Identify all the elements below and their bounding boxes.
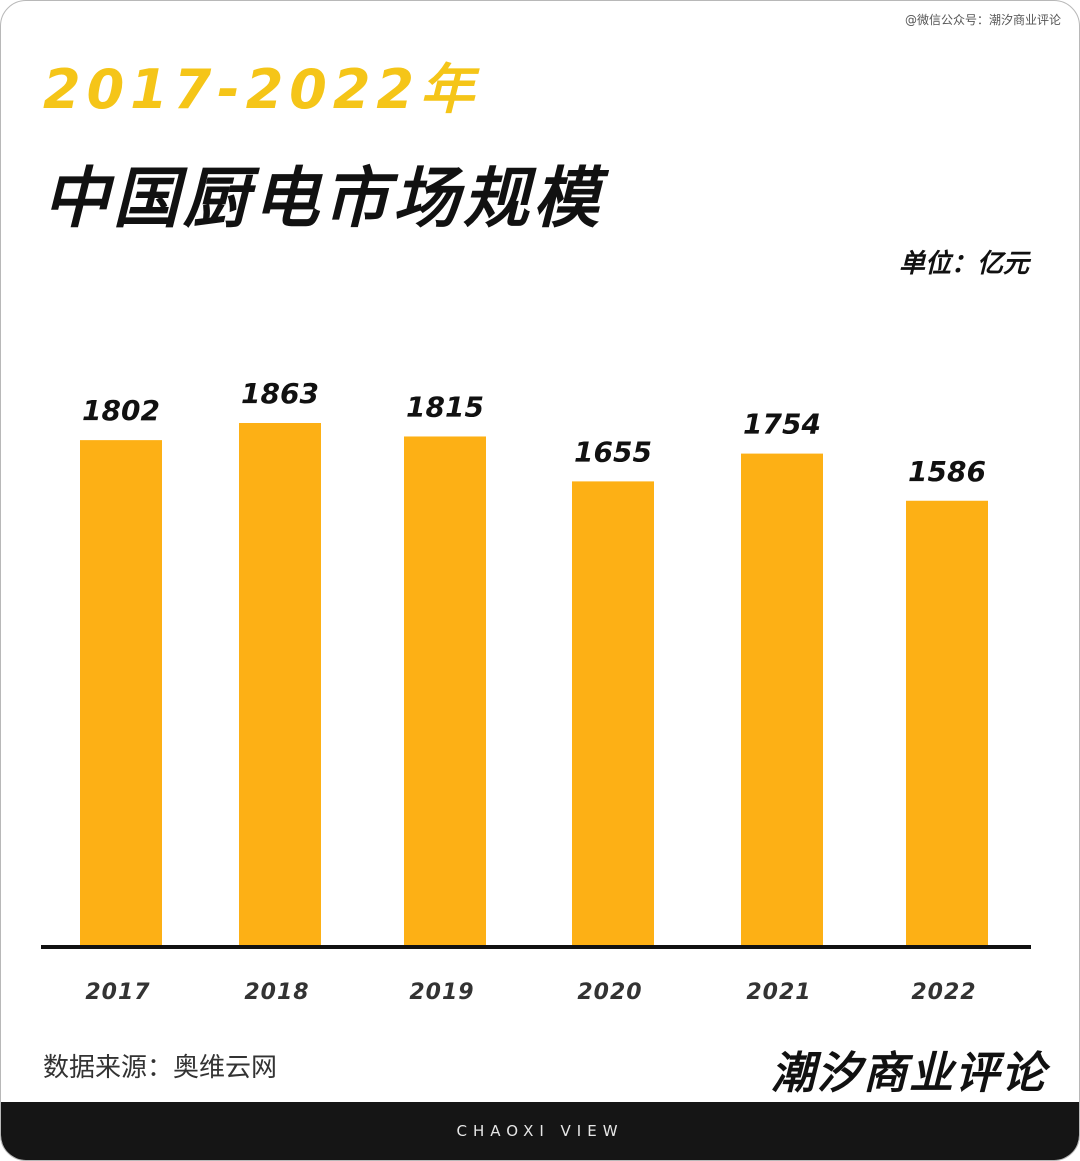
bar-2022 xyxy=(906,500,988,946)
footer-text: CHAOXI VIEW xyxy=(456,1122,624,1140)
value-label-2022: 1586 xyxy=(908,455,986,488)
watermark: @微信公众号：潮汐商业评论 xyxy=(904,13,1061,27)
category-label-2017: 2017 xyxy=(85,980,150,1005)
category-label-2019: 2019 xyxy=(409,980,474,1005)
bar-2017 xyxy=(80,440,162,946)
bar-2020 xyxy=(572,481,654,946)
value-label-2021: 1754 xyxy=(743,408,821,441)
category-label-2020: 2020 xyxy=(577,980,642,1005)
value-label-2019: 1815 xyxy=(406,390,484,423)
title-years: 2017-2022年 xyxy=(43,58,480,121)
bar-2021 xyxy=(741,453,823,946)
footer-bar: CHAOXI VIEW xyxy=(1,1102,1079,1160)
category-label-2018: 2018 xyxy=(244,980,309,1005)
bar-chart: 1802 2017 1863 2018 1815 2019 1655 2020 1754 2021… xyxy=(41,377,1031,1005)
value-label-2017: 1802 xyxy=(82,394,160,427)
category-label-2021: 2021 xyxy=(746,980,811,1005)
page-title: 中国厨电市场规模 xyxy=(43,160,603,237)
value-label-2018: 1863 xyxy=(241,377,319,410)
category-label-2022: 2022 xyxy=(911,980,976,1005)
value-label-2020: 1655 xyxy=(574,435,652,468)
bar-2019 xyxy=(404,436,486,946)
bar-2018 xyxy=(239,423,321,946)
unit-label: 单位：亿元 xyxy=(898,249,1029,279)
brand-logo-text: 潮汐商业评论 xyxy=(771,1048,1047,1099)
source-text: 数据来源：奥维云网 xyxy=(43,1053,278,1083)
